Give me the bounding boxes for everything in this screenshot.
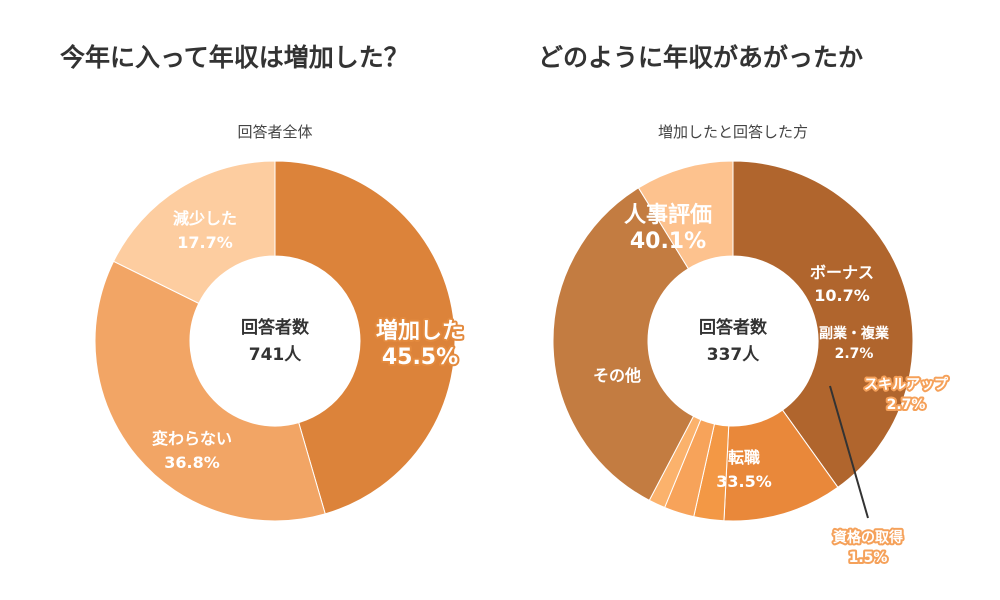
- left-chart-title: 今年に入って年収は増加した？: [60, 43, 409, 72]
- slice-label-increased: 増加した: [376, 318, 464, 344]
- callout-line-certification: [829, 385, 869, 519]
- left-chart-subtitle: 回答者全体: [237, 123, 312, 141]
- slice-label-skill-up: スキルアップ: [864, 377, 949, 393]
- slice-label-side-job: 副業・複業: [819, 325, 890, 342]
- right-slice-5: [552, 187, 695, 502]
- right-chart-subtitle: 増加したと回答した方: [658, 123, 808, 141]
- slice-value-certification: 1.5%: [849, 550, 888, 566]
- slice-value-skill-up: 2.7%: [887, 397, 926, 413]
- left-center-label: 回答者数: [241, 317, 310, 338]
- slice-label-evaluation: 人事評価: [624, 202, 712, 228]
- slice-label-certification: 資格の取得: [833, 529, 903, 546]
- slice-label-decreased: 減少した: [173, 209, 237, 228]
- slice-value-unchanged: 36.8%: [164, 453, 220, 472]
- slice-value-increased: 45.5%: [382, 345, 458, 370]
- left-donut-slices: [94, 160, 456, 522]
- slice-value-decreased: 17.7%: [177, 233, 233, 252]
- right-chart-title: どのように年収があがったか: [538, 43, 864, 72]
- slice-label-unchanged: 変わらない: [152, 429, 232, 448]
- donut-chart-annual-income-change: 回答者全体 回答者数 741人 増加した 45.5% 変わらない 36.8% 減…: [94, 123, 466, 522]
- left-slice-0: [274, 160, 456, 515]
- slice-label-other: その他: [593, 366, 641, 385]
- right-donut-slices: [552, 160, 914, 522]
- right-center-label: 回答者数: [699, 317, 768, 338]
- donut-chart-income-increase-reasons: 増加したと回答した方 回答者数 337人 人事評価 40.1% ボーナス 10.…: [552, 123, 951, 568]
- slice-label-job-change: 転職: [728, 448, 760, 467]
- right-center-value: 337人: [707, 345, 760, 365]
- left-slice-1: [94, 260, 326, 522]
- right-slice-6: [637, 160, 734, 270]
- slice-label-bonus: ボーナス: [810, 263, 874, 282]
- slice-value-bonus: 10.7%: [814, 286, 870, 305]
- slice-value-job-change: 33.5%: [716, 472, 772, 491]
- slice-value-evaluation: 40.1%: [630, 229, 706, 254]
- left-center-value: 741人: [249, 345, 302, 365]
- left-slice-2: [112, 160, 276, 305]
- slice-value-side-job: 2.7%: [835, 346, 874, 362]
- right-slice-0: [732, 160, 914, 488]
